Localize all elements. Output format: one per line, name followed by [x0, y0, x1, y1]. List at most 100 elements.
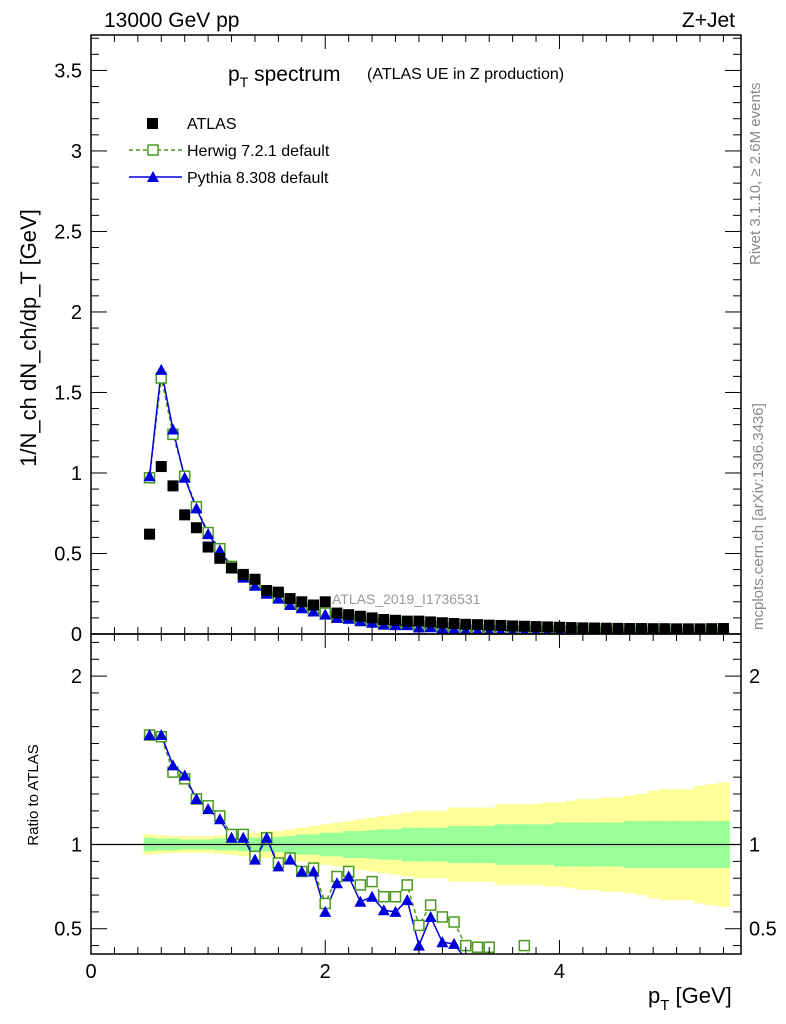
herwig-ratio-point — [378, 890, 390, 903]
pythia-ratio-point — [342, 870, 355, 882]
atlas-point — [331, 607, 343, 619]
herwig-ratio-point — [424, 899, 437, 911]
pythia-ratio-point — [178, 769, 191, 781]
herwig-ratio-point — [471, 941, 484, 954]
pythia-point — [190, 502, 203, 514]
atlas-point — [354, 610, 366, 622]
pythia-point — [307, 605, 320, 617]
atlas-point — [308, 599, 320, 611]
herwig-ratio-point — [366, 875, 378, 888]
herwig-ratio-point — [683, 969, 693, 979]
pythia-ratio-point — [624, 973, 636, 984]
atlas-point — [589, 622, 601, 634]
atlas-point — [565, 622, 577, 634]
atlas-point — [237, 568, 249, 580]
pythia-ratio-point — [600, 972, 612, 983]
legend-entry-atlas: ATLAS — [147, 116, 237, 133]
atlas-point — [167, 480, 179, 492]
herwig-ratio-point — [590, 964, 600, 974]
pythia-point — [295, 602, 308, 614]
herwig-ratio-point — [354, 879, 367, 891]
atlas-point — [448, 618, 460, 630]
legend-marker-atlas — [147, 118, 158, 129]
herwig-ratio-point — [436, 911, 449, 923]
atlas-point — [155, 461, 167, 473]
pythia-ratio-point — [143, 729, 156, 741]
pythia-ratio-point — [412, 939, 425, 951]
atlas-point — [612, 622, 624, 634]
pythia-ratio-point — [213, 813, 226, 825]
atlas-point — [436, 617, 448, 629]
pythia-ratio-point — [635, 973, 647, 984]
herwig-ratio-point — [518, 939, 531, 952]
ratio-y-tick-label-left: 0.5 — [54, 919, 82, 941]
pythia-point — [284, 599, 297, 611]
pythia-point — [166, 423, 179, 435]
y-tick-label: 0 — [71, 624, 82, 646]
xlabel-rest: [GeV] — [669, 983, 731, 1008]
axes: 0 2 400.511.522.533.50.5 0.51 12 2 — [54, 34, 777, 983]
ratio-y-tick-label-right: 2 — [749, 666, 760, 688]
atlas-point — [483, 619, 495, 631]
pythia-ratio-point — [518, 958, 530, 969]
x-tick-label: 0 — [85, 961, 96, 983]
pythia-ratio-point — [295, 865, 308, 877]
atlas-point — [179, 509, 191, 521]
herwig-ratio-point — [601, 962, 611, 972]
atlas-point — [296, 596, 308, 608]
pythia-point — [248, 579, 261, 591]
pythia-ratio-point — [577, 970, 589, 981]
pythia-ratio-point — [448, 937, 461, 949]
atlas-point — [190, 522, 202, 534]
ratio-y-tick-label-right: 1 — [749, 835, 760, 857]
herwig-ratio-point — [613, 964, 623, 974]
energy-label: 13000 GeV pp — [104, 9, 239, 32]
herwig-ratio-point — [695, 969, 705, 979]
pythia-ratio-point — [495, 965, 507, 976]
title-sub: T — [240, 74, 249, 90]
atlas-point — [401, 615, 413, 627]
herwig-ratio-point — [566, 961, 576, 971]
atlas-point — [261, 585, 273, 597]
x-axis-label: pT [GeV] — [648, 983, 732, 1014]
pythia-point — [178, 471, 191, 483]
mcplots-label: mcplots.cern.ch [arXiv:1306.3436] — [750, 403, 767, 630]
atlas-point — [425, 616, 437, 628]
atlas-point — [542, 621, 554, 633]
pythia-ratio-point — [542, 967, 554, 978]
y-tick-label: 2 — [71, 302, 82, 324]
pythia-ratio-point — [366, 890, 379, 902]
atlas-point — [202, 541, 214, 553]
herwig-ratio-point — [448, 916, 460, 928]
atlas-point — [319, 596, 331, 608]
pythia-ratio-point — [436, 936, 449, 948]
analysis-label: ATLAS_2019_I1736531 — [332, 591, 481, 607]
atlas-point — [635, 623, 647, 634]
legend-label-herwig: Herwig 7.2.1 default — [187, 143, 330, 160]
herwig-ratio-point — [496, 961, 506, 971]
pythia-ratio-point — [354, 895, 367, 907]
atlas-point — [249, 573, 261, 585]
atlas-point — [706, 623, 718, 634]
legend-entry-pythia: Pythia 8.308 default — [129, 170, 329, 187]
upper-y-axis-label: 1/N_ch dN_ch/dp_T [GeV] — [16, 209, 41, 467]
title-rest: spectrum — [248, 63, 340, 86]
x-tick-label: 2 — [320, 961, 331, 983]
pythia-ratio-point — [202, 803, 215, 815]
atlas-point — [343, 609, 355, 621]
legend-label-pythia: Pythia 8.308 default — [187, 170, 329, 187]
y-tick-label: 1 — [71, 463, 82, 485]
pythia-ratio-point — [284, 853, 297, 865]
y-tick-label: 0.5 — [54, 543, 82, 565]
pythia-ratio-point — [155, 729, 168, 741]
legend-marker-pythia — [147, 171, 159, 182]
pythia-point — [202, 528, 215, 540]
herwig-ratio-point — [401, 879, 413, 891]
herwig-ratio-point — [508, 957, 518, 967]
pythia-ratio-point — [612, 973, 624, 984]
y-tick-label: 3 — [71, 141, 82, 163]
pythia-ratio-point — [377, 904, 390, 916]
ratio-y-tick-label-left: 1 — [71, 835, 82, 857]
atlas-point — [530, 621, 542, 633]
pythia-ratio-point — [589, 972, 601, 983]
